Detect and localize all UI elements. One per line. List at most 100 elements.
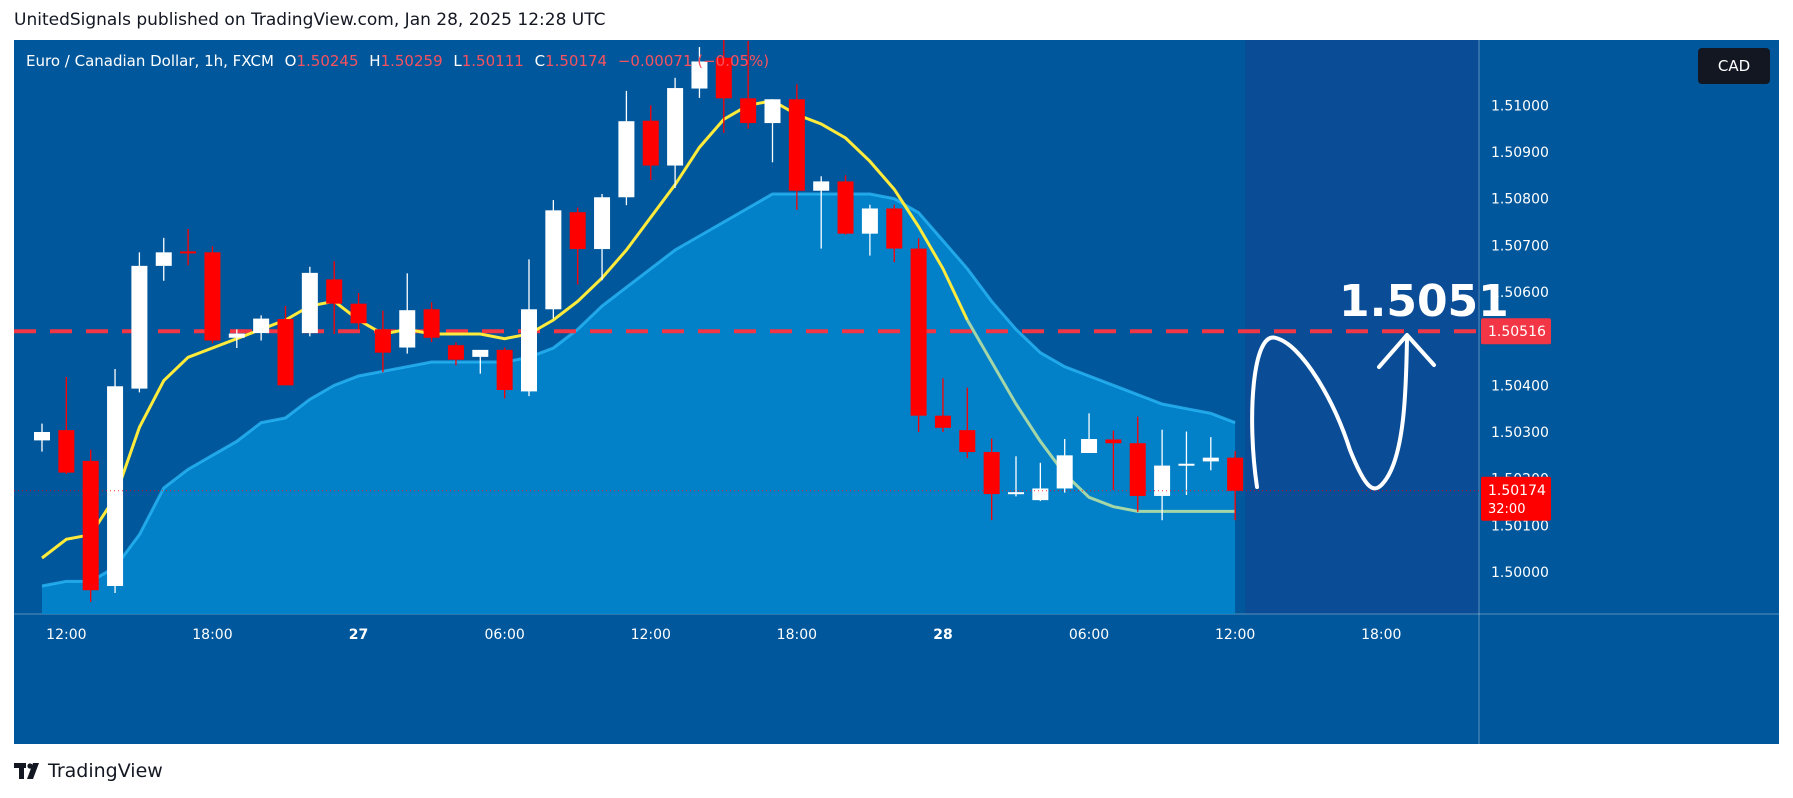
candle-body (58, 430, 75, 473)
candle-body (253, 318, 270, 334)
candle-body (180, 251, 197, 254)
price-tick-label: 1.50900 (1491, 145, 1549, 161)
future-region (1245, 40, 1479, 614)
tradingview-brand: TradingView (48, 760, 163, 782)
candle-body (1032, 488, 1049, 501)
candle-body (423, 309, 440, 338)
candle-body (715, 57, 732, 99)
candle-body (959, 430, 976, 453)
ema-fast-line-late (966, 319, 1236, 513)
change-value: −0.00071 (−0.05%) (617, 52, 770, 70)
candle-body (228, 333, 245, 338)
candle-body (204, 252, 221, 341)
candle-body (594, 197, 611, 250)
legend-bar: Euro / Canadian Dollar, 1h, FXCM O1.5024… (26, 52, 769, 70)
price-tick-label: 1.50700 (1491, 238, 1549, 254)
tradingview-logo-icon (14, 763, 39, 779)
time-tick-label: 12:00 (46, 627, 86, 643)
chart-area[interactable]: 1.500001.501001.502001.503001.504001.505… (14, 40, 1779, 744)
close-value: 1.50174 (545, 52, 608, 70)
candle-body (886, 208, 903, 249)
candle-body (82, 460, 99, 591)
target-price-box (1481, 318, 1551, 345)
candle-body (788, 99, 805, 191)
time-tick-label: 18:00 (777, 627, 817, 643)
projection-arrowhead (1377, 333, 1436, 369)
projection-wave-path (1250, 335, 1409, 491)
candle-body (521, 309, 537, 392)
time-tick-label: 18:00 (192, 627, 232, 643)
candle-body (326, 279, 343, 304)
candle-body (447, 345, 464, 360)
high-value: 1.50259 (380, 52, 443, 70)
symbol-title: Euro / Canadian Dollar, 1h, FXCM (26, 52, 274, 70)
countdown-label: 32:00 (1488, 502, 1525, 517)
candle-body (569, 212, 586, 250)
currency-button[interactable]: CAD (1698, 48, 1770, 84)
time-tick-label: 06:00 (1069, 627, 1109, 643)
price-tick-label: 1.50300 (1491, 425, 1549, 441)
ema-fast-line (41, 99, 969, 560)
open-label: O (284, 52, 297, 70)
time-tick-label: 28 (933, 627, 952, 643)
price-tick-label: 1.50400 (1491, 378, 1549, 394)
candle-body (642, 120, 659, 166)
tradingview-footer[interactable]: TradingView (14, 760, 163, 782)
close-label: C (534, 52, 546, 70)
candle-body (131, 265, 148, 389)
candle-body (34, 432, 50, 441)
candle-body (983, 452, 1000, 495)
target-annotation-text: 1.5051 (1339, 276, 1509, 327)
price-tick-label: 1.50600 (1491, 285, 1549, 301)
candle-body (496, 349, 513, 390)
candle-body (618, 121, 635, 198)
high-label: H (369, 52, 381, 70)
candle-body (301, 272, 318, 334)
open-value: 1.50245 (296, 52, 359, 70)
candle-body (374, 329, 391, 353)
candle-body (934, 415, 951, 428)
time-tick-label: 06:00 (484, 627, 524, 643)
candle-body (1129, 443, 1146, 496)
target-price-label: 1.50516 (1488, 324, 1546, 340)
candle-body (837, 181, 854, 234)
candle-body (910, 248, 927, 416)
candle-body (155, 252, 172, 266)
time-tick-label: 18:00 (1361, 627, 1401, 643)
time-tick-label: 12:00 (631, 627, 671, 643)
candle-body (277, 319, 294, 386)
time-tick-label: 12:00 (1215, 627, 1255, 643)
candle-body (691, 61, 708, 89)
candle-body (1008, 492, 1024, 495)
publisher-line: UnitedSignals published on TradingView.c… (14, 10, 606, 30)
candle-body (740, 98, 757, 124)
candle-body (667, 88, 684, 166)
price-tick-label: 1.50100 (1491, 518, 1549, 534)
time-axis-panel (14, 614, 1779, 744)
low-value: 1.50111 (461, 52, 524, 70)
candle-body (1105, 439, 1122, 444)
candle-body (861, 208, 878, 234)
candle-body (545, 210, 562, 310)
candle-body (813, 181, 830, 191)
cloud-edge-line (41, 192, 1236, 588)
time-tick-label: 27 (349, 627, 368, 643)
candle-body (1056, 455, 1073, 489)
candle-body (1227, 457, 1244, 491)
candle-body (107, 386, 124, 586)
candle-body (1178, 463, 1195, 466)
candle-body (1202, 457, 1219, 462)
candle-body (472, 349, 489, 357)
candle-body (1154, 465, 1171, 496)
price-tick-label: 1.50800 (1491, 192, 1549, 208)
candlestick-chart[interactable]: 1.500001.501001.502001.503001.504001.505… (14, 40, 1779, 744)
low-label: L (453, 52, 462, 70)
price-tick-label: 1.51000 (1491, 98, 1549, 114)
candle-body (350, 303, 367, 324)
candle-body (764, 99, 781, 124)
price-tick-label: 1.50000 (1491, 565, 1549, 581)
candle-body (399, 310, 416, 348)
candle-body (1081, 439, 1098, 453)
current-price-box (1481, 476, 1551, 521)
cloud-area (42, 194, 1236, 614)
